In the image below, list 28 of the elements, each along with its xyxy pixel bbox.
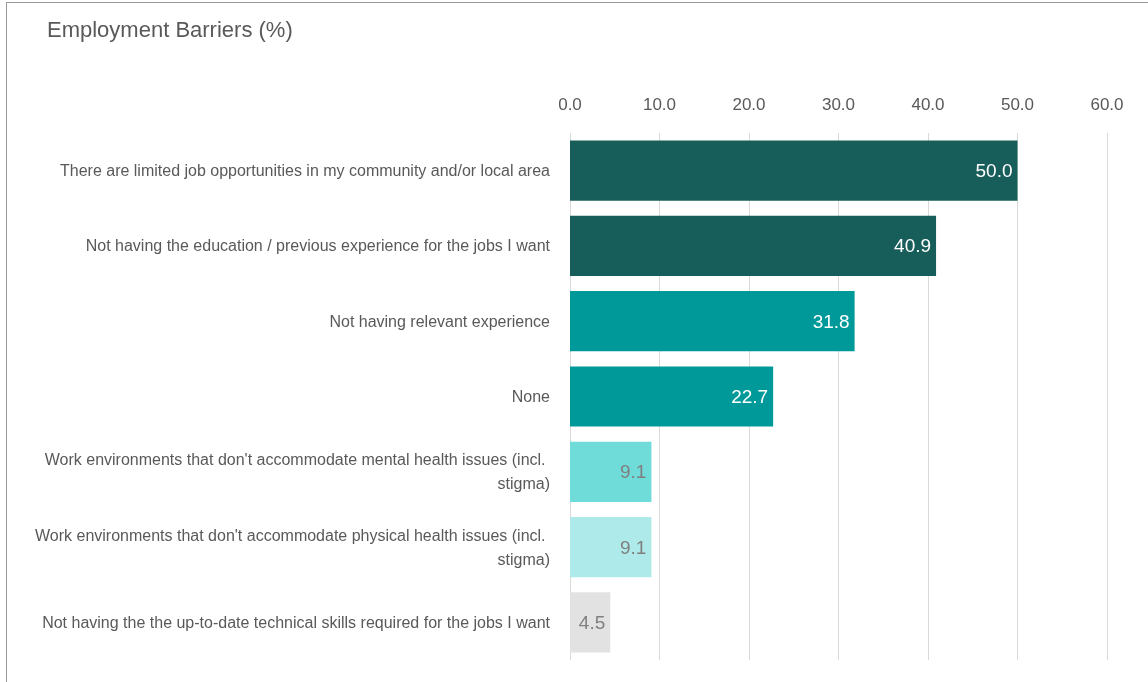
bar: [570, 215, 937, 277]
data-label: 9.1: [620, 461, 647, 483]
bar: [570, 291, 855, 352]
x-tick-label: 10.0: [642, 95, 677, 114]
y-tick-label: Work environments that don't accommodate physical health issues (incl. stigma): [35, 526, 550, 568]
y-tick-label: There are limited job opportunities in my community and/or local area: [59, 162, 551, 180]
x-tick-label: 20.0: [732, 95, 766, 114]
y-tick-label: Not having the the up-to-date technical skills required for the jobs I want: [42, 613, 551, 631]
data-label: 9.1: [620, 536, 647, 558]
data-label: 22.7: [731, 386, 769, 407]
text: Employment Barriers (%): [47, 16, 293, 42]
y-tick-label: Not having the education / previous experience for the jobs I want: [85, 237, 551, 255]
x-tick-label: 40.0: [911, 95, 945, 114]
bar: [570, 366, 774, 427]
bar: [570, 140, 1018, 201]
data-label: 40.9: [894, 235, 932, 257]
bar: [570, 441, 652, 502]
x-tick-label: 50.0: [1000, 95, 1035, 114]
data-label: 4.5: [578, 611, 606, 633]
y-tick-label: Work environments that don't accommodate mental health issues (incl. stigma): [44, 451, 550, 493]
x-tick-label: 30.0: [821, 95, 856, 114]
y-tick-label: Not having relevant experience: [329, 312, 551, 330]
y-tick-label: None: [511, 388, 551, 405]
bar: [570, 516, 652, 578]
data-label: 31.8: [812, 310, 850, 332]
x-tick-label: 60.0: [1090, 95, 1124, 114]
data-label: 50.0: [975, 160, 1013, 182]
x-tick-label: 0.0: [558, 95, 582, 114]
